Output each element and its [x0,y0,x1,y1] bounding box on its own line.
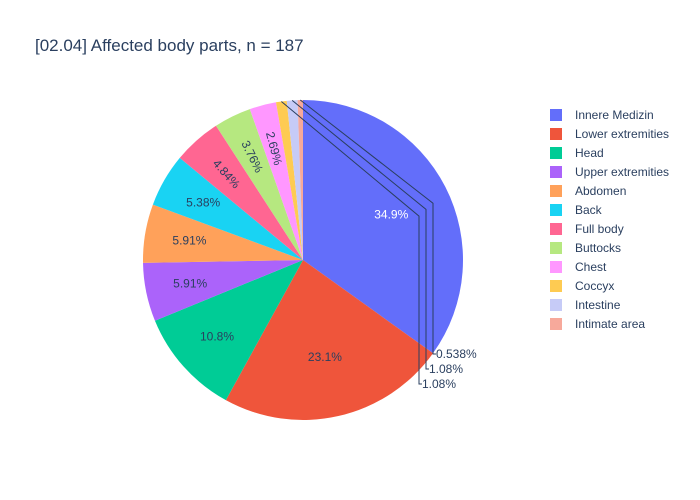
slice-label-coccyx: 1.08% [422,377,456,391]
legend-item-full-body[interactable]: Full body [550,222,624,236]
chart-title: [02.04] Affected body parts, n = 187 [35,36,304,55]
legend-swatch [550,204,562,216]
legend-swatch [550,185,562,197]
pie-slice-back[interactable] [152,157,303,260]
legend-item-intimate-area[interactable]: Intimate area [550,317,645,331]
slice-label-head: 10.8% [200,330,234,344]
legend-label: Buttocks [575,241,621,255]
pie-slice-abdomen[interactable] [143,204,303,263]
legend-item-innere-medizin[interactable]: Innere Medizin [550,108,654,122]
legend-swatch [550,242,562,254]
legend-swatch [550,147,562,159]
slice-label-upper-extremities: 5.91% [173,276,207,290]
legend-item-back[interactable]: Back [550,203,603,217]
legend-item-buttocks[interactable]: Buttocks [550,241,621,255]
legend-item-intestine[interactable]: Intestine [550,298,621,312]
legend-label: Full body [575,222,624,236]
legend-label: Abdomen [575,184,626,198]
pie-slice-intestine[interactable] [286,100,303,260]
legend-item-chest[interactable]: Chest [550,260,607,274]
legend-item-upper-extremities[interactable]: Upper extremities [550,165,669,179]
legend-swatch [550,128,562,140]
legend-item-coccyx[interactable]: Coccyx [550,279,614,293]
legend-label: Head [575,146,604,160]
legend-swatch [550,166,562,178]
slice-label-innere-medizin: 34.9% [374,208,408,222]
pie-slice-innere-medizin[interactable] [303,100,464,354]
legend-item-abdomen[interactable]: Abdomen [550,184,626,198]
pie-slice-lower-extremities[interactable] [225,260,434,421]
leader-line-coccyx [281,101,422,385]
legend-swatch [550,299,562,311]
leader-line-intimate-area [299,99,436,355]
pie-slice-upper-extremities[interactable] [143,260,303,321]
legend-label: Intestine [575,298,621,312]
legend-label: Upper extremities [575,165,669,179]
legend-swatch [550,261,562,273]
legend-label: Coccyx [575,279,614,293]
slice-label-abdomen: 5.91% [172,234,206,248]
legend-swatch [550,223,562,235]
slice-label-lower-extremities: 23.1% [308,350,342,364]
legend-label: Innere Medizin [575,108,654,122]
pie-slice-buttocks[interactable] [216,109,303,261]
legend-item-lower-extremities[interactable]: Lower extremities [550,127,669,141]
legend-label: Lower extremities [575,127,669,141]
legend-item-head[interactable]: Head [550,146,604,160]
pie-slices [143,100,464,421]
leader-line-intestine [291,99,429,370]
pie-slice-head[interactable] [154,260,303,401]
legend-label: Back [575,203,603,217]
slice-label-intestine: 1.08% [429,362,463,376]
legend-swatch [550,318,562,330]
legend-swatch [550,280,562,292]
pie-slice-full-body[interactable] [179,125,303,260]
pie-slice-coccyx[interactable] [276,100,303,261]
legend-label: Chest [575,260,607,274]
pie-slice-intimate-area[interactable] [297,100,303,260]
slice-label-intimate-area: 0.538% [436,347,477,361]
slice-label-back: 5.38% [186,195,220,209]
legend-label: Intimate area [575,317,645,331]
legend-swatch [550,109,562,121]
legend[interactable]: Innere Medizin Lower extremities Head Upper… [550,108,669,331]
pie-slice-chest[interactable] [249,102,303,260]
